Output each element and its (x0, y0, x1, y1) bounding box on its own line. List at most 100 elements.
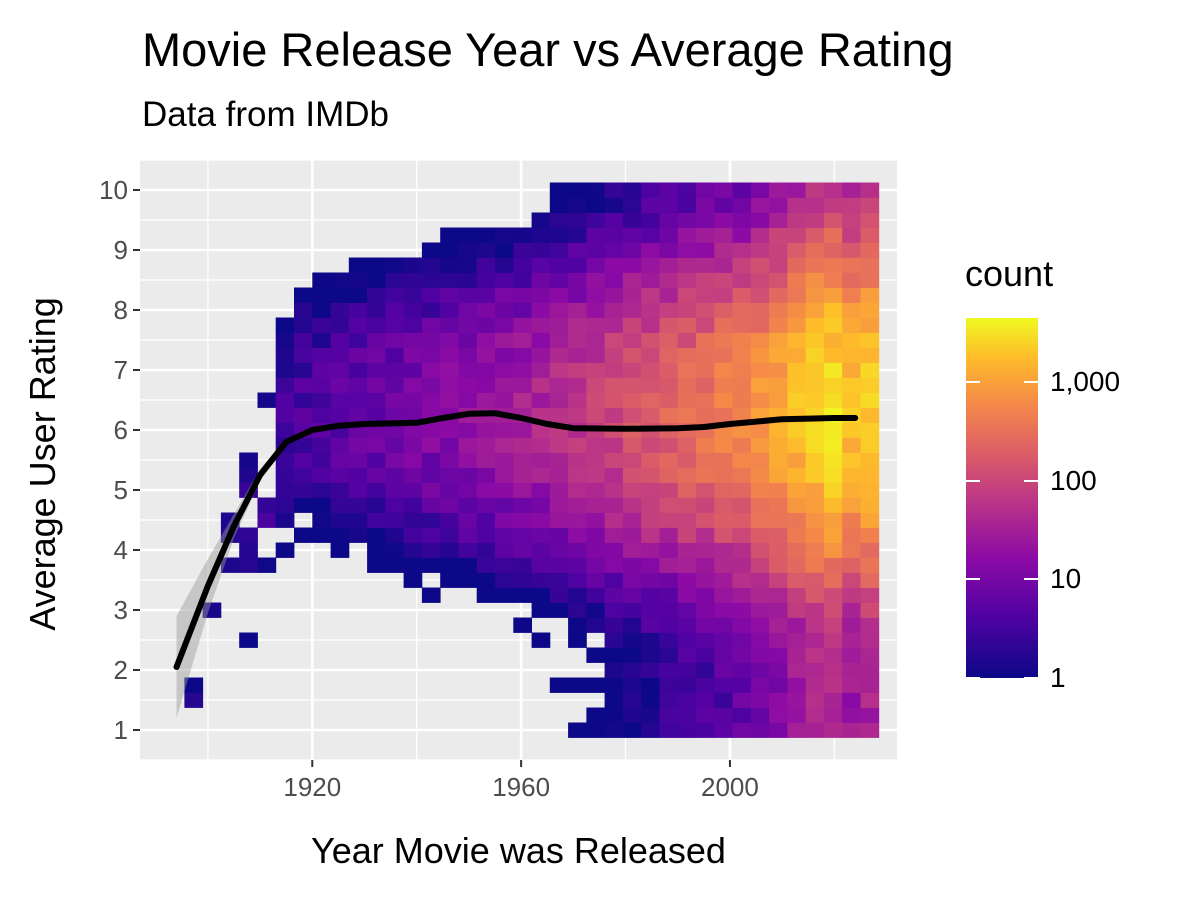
heatmap-cell (348, 317, 368, 333)
heatmap-cell (860, 242, 880, 258)
heatmap-cell (458, 287, 478, 303)
heatmap-cell (385, 317, 405, 333)
heatmap-cell (348, 272, 368, 288)
heatmap-cell (732, 332, 752, 348)
heatmap-cell (769, 467, 788, 483)
heatmap-cell (403, 542, 423, 558)
heatmap-cell (860, 362, 880, 378)
heatmap-cell (823, 362, 843, 378)
heatmap-cell (677, 707, 697, 723)
heatmap-cell (476, 482, 496, 498)
heatmap-cell (750, 347, 770, 363)
heatmap-cell (275, 407, 295, 423)
heatmap-cell (458, 347, 478, 363)
heatmap-cell (659, 587, 679, 603)
heatmap-cell (823, 647, 843, 663)
heatmap-cell (440, 272, 459, 288)
heatmap-cell (549, 347, 569, 363)
heatmap-cell (769, 662, 788, 678)
heatmap-cell (677, 437, 697, 453)
heatmap-cell (805, 287, 825, 303)
heatmap-cell (769, 392, 788, 408)
heatmap-cell (549, 527, 569, 543)
heatmap-cell (677, 182, 697, 198)
heatmap-cell (476, 467, 496, 483)
heatmap-cell (513, 392, 532, 408)
heatmap-cell (769, 257, 788, 273)
heatmap-cell (549, 272, 569, 288)
x-axis-label: Year Movie was Released (311, 830, 726, 871)
heatmap-cell (549, 392, 569, 408)
heatmap-cell (568, 677, 587, 693)
heatmap-cell (860, 482, 880, 498)
heatmap-cell (732, 572, 752, 588)
heatmap-cell (641, 647, 660, 663)
heatmap-cell (842, 392, 861, 408)
heatmap-cell (659, 602, 679, 618)
heatmap-cell (696, 272, 715, 288)
heatmap-cell (823, 422, 843, 438)
heatmap-cell (348, 467, 368, 483)
heatmap-cell (549, 572, 569, 588)
heatmap-cell (367, 302, 386, 318)
heatmap-cell (805, 242, 825, 258)
heatmap-cell (495, 362, 514, 378)
heatmap-cell (568, 557, 587, 573)
heatmap-cell (750, 722, 770, 738)
heatmap-cell (586, 602, 606, 618)
heatmap-cell (787, 227, 807, 243)
heatmap-cell (750, 182, 770, 198)
heatmap-cell (659, 692, 679, 708)
heatmap-cell (641, 572, 660, 588)
heatmap-cell (696, 257, 715, 273)
heatmap-cell (220, 557, 240, 573)
heatmap-cell (714, 197, 733, 213)
heatmap-cell (750, 212, 770, 228)
heatmap-cell (732, 422, 752, 438)
heatmap-cell (348, 512, 368, 528)
heatmap-cell (421, 512, 441, 528)
heatmap-cell (842, 467, 861, 483)
heatmap-cell (531, 542, 551, 558)
heatmap-cell (458, 362, 478, 378)
heatmap-cell (495, 467, 514, 483)
heatmap-cell (677, 572, 697, 588)
heatmap-cell (294, 392, 313, 408)
heatmap-cell (549, 557, 569, 573)
heatmap-cell (769, 182, 788, 198)
heatmap-cell (513, 317, 532, 333)
heatmap-cell (860, 512, 880, 528)
heatmap-cell (495, 587, 514, 603)
heatmap-cell (385, 527, 405, 543)
heatmap-cell (659, 302, 679, 318)
heatmap-cell (842, 197, 861, 213)
heatmap-cell (823, 662, 843, 678)
heatmap-cell (495, 287, 514, 303)
heatmap-cell (604, 437, 624, 453)
heatmap-cell (805, 602, 825, 618)
heatmap-cell (769, 602, 788, 618)
heatmap-cell (860, 272, 880, 288)
heatmap-cell (805, 482, 825, 498)
heatmap-cell (568, 332, 587, 348)
heatmap-cell (330, 302, 350, 318)
heatmap-cell (476, 317, 496, 333)
heatmap-cell (476, 377, 496, 393)
heatmap-cell (769, 677, 788, 693)
heatmap-cell (568, 302, 587, 318)
heatmap-cell (860, 437, 880, 453)
heatmap-cell (531, 632, 551, 648)
heatmap-cell (421, 362, 441, 378)
heatmap-cell (860, 497, 880, 513)
heatmap-cell (513, 452, 532, 468)
heatmap-cell (659, 392, 679, 408)
heatmap-cell (750, 512, 770, 528)
heatmap-cell (659, 467, 679, 483)
legend-tick (1024, 381, 1038, 384)
heatmap-cell (367, 467, 386, 483)
heatmap-cell (568, 482, 587, 498)
heatmap-cell (622, 362, 642, 378)
heatmap-cell (568, 182, 587, 198)
heatmap-cell (531, 317, 551, 333)
heatmap-cell (312, 512, 331, 528)
